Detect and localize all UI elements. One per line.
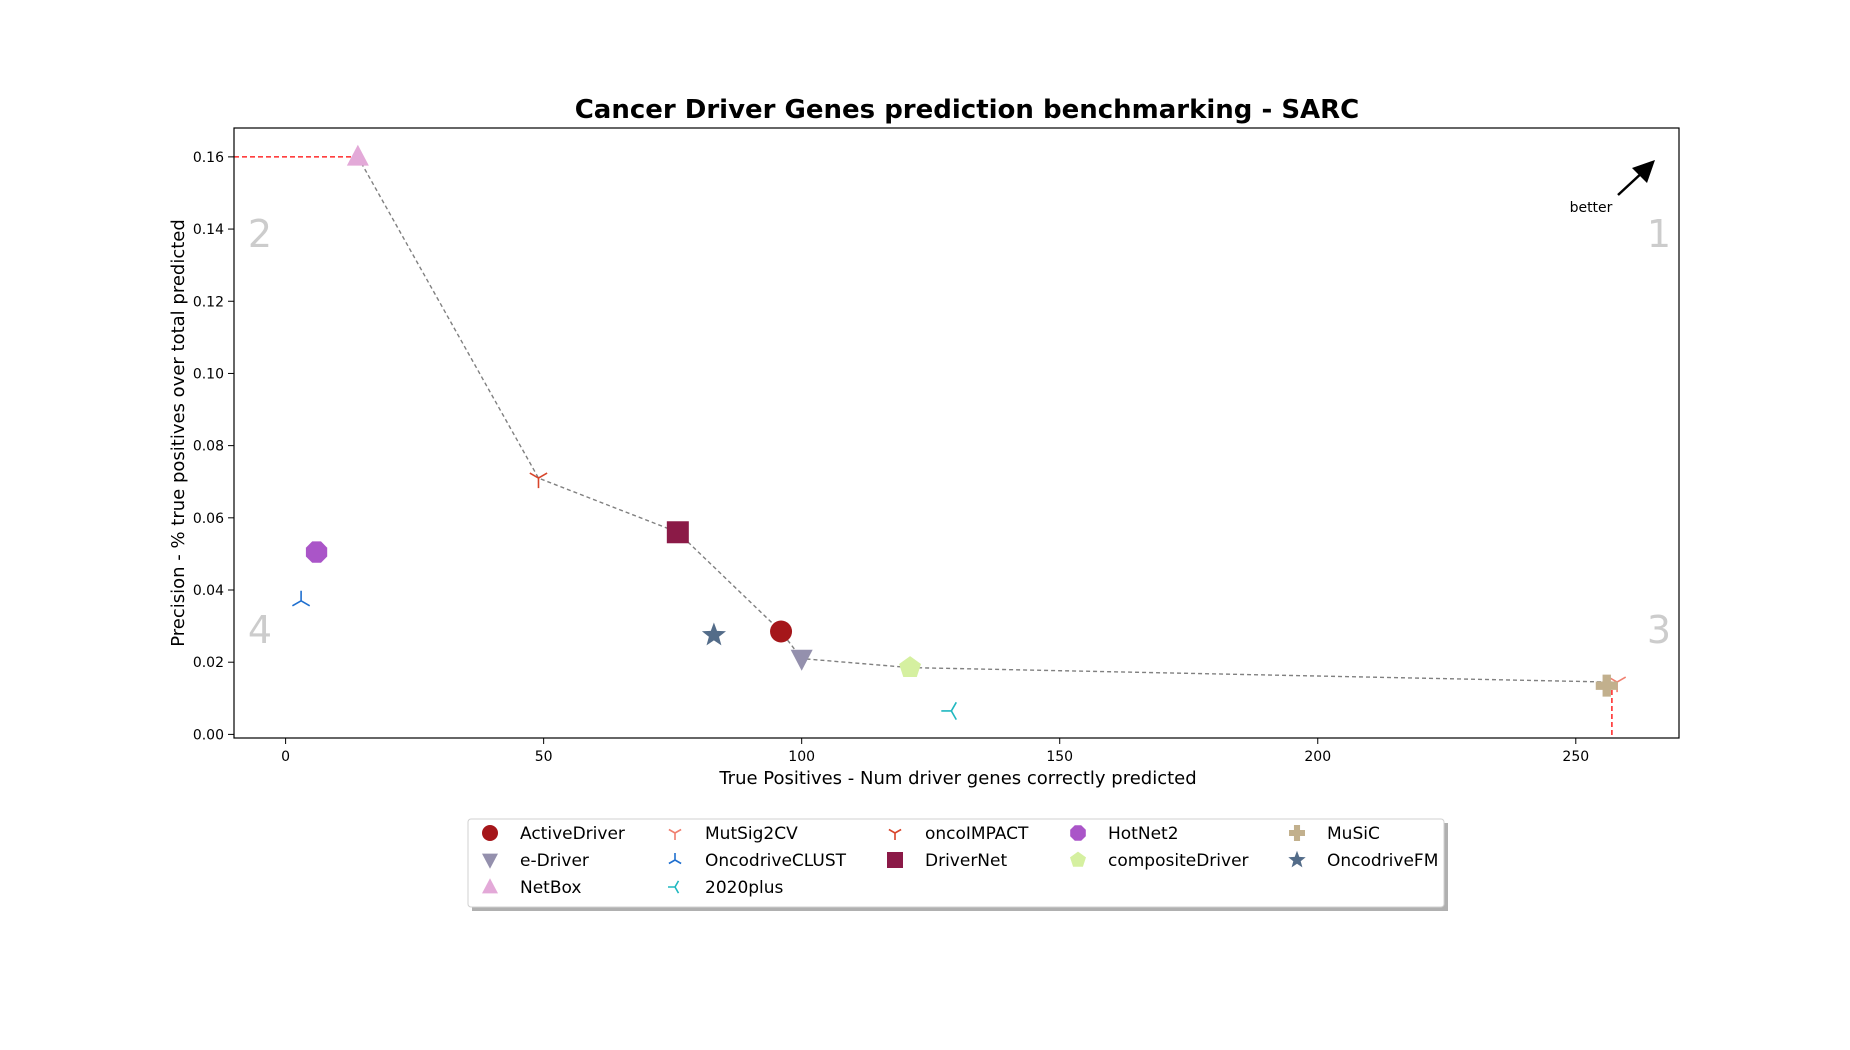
legend-marker-music — [1289, 825, 1305, 841]
legend-marker-mutsig2cv — [668, 828, 682, 840]
chart-title: Cancer Driver Genes prediction benchmark… — [575, 95, 1360, 125]
legend-label-hotnet2: HotNet2 — [1108, 824, 1179, 844]
legend: ActiveDriver e-Driver NetBox MutSig2CV Oncod… — [467, 818, 1448, 911]
y-tick-label: 0.12 — [193, 294, 224, 310]
legend-label-2020plus: 2020plus — [705, 878, 784, 898]
y-axis-label: Precision - % true positives over total … — [168, 219, 189, 647]
legend-box — [467, 818, 1445, 908]
y-tick-label: 0.16 — [193, 150, 224, 166]
legend-label-music: MuSiC — [1327, 824, 1380, 844]
point-2020plus — [941, 701, 957, 720]
x-tick-label: 200 — [1304, 749, 1331, 765]
point-activedriver — [770, 620, 793, 643]
y-tick-label: 0.10 — [193, 366, 224, 382]
x-axis-label: True Positives - Num driver genes correc… — [718, 768, 1196, 789]
y-tick-label: 0.00 — [193, 727, 224, 743]
x-tick-label: 150 — [1046, 749, 1073, 765]
point-drivernet — [666, 521, 689, 544]
legend-marker-netbox — [482, 878, 498, 894]
legend-marker-drivernet — [887, 852, 903, 868]
y-tick-label: 0.04 — [193, 583, 224, 599]
point-netbox — [346, 144, 369, 166]
legend-label-e-driver: e-Driver — [520, 851, 589, 871]
legend-label-oncodriveclust: OncodriveCLUST — [705, 851, 847, 871]
quadrant-label-3: 3 — [1647, 608, 1671, 652]
legend-label-netbox: NetBox — [520, 878, 581, 898]
point-compositedriver — [899, 656, 921, 677]
legend-label-activedriver: ActiveDriver — [520, 824, 625, 844]
point-music — [1595, 674, 1618, 697]
legend-marker-compositedriver — [1070, 851, 1086, 867]
point-e-driver — [790, 649, 813, 671]
legend-marker-oncodrivefm — [1288, 850, 1306, 868]
point-oncodrivefm — [701, 622, 726, 646]
legend-marker-hotnet2 — [1070, 825, 1086, 841]
y-tick-label: 0.06 — [193, 511, 224, 527]
legend-marker-2020plus — [668, 880, 680, 894]
point-oncodriveclust — [292, 590, 311, 607]
point-oncoimpact — [529, 472, 548, 489]
legend-marker-oncoimpact — [888, 828, 902, 840]
x-tick-label: 250 — [1562, 749, 1589, 765]
y-tick-label: 0.08 — [193, 439, 224, 455]
y-tick-label: 0.02 — [193, 655, 224, 671]
quadrant-label-1: 1 — [1647, 212, 1671, 256]
quadrant-labels: 1 2 3 4 — [248, 212, 1671, 652]
y-tick-label: 0.14 — [193, 222, 224, 238]
plot-frame — [233, 127, 1680, 739]
legend-marker-activedriver — [482, 825, 498, 841]
pareto-front-line — [357, 156, 1612, 683]
quadrant-label-4: 4 — [248, 608, 272, 652]
plot-area — [234, 144, 1627, 738]
x-tick-label: 50 — [535, 749, 553, 765]
x-tick-label: 0 — [281, 749, 290, 765]
better-label: better — [1570, 200, 1613, 216]
better-annotation: better — [1570, 160, 1655, 216]
quadrant-label-2: 2 — [248, 212, 272, 256]
x-tick-label: 100 — [788, 749, 815, 765]
legend-label-drivernet: DriverNet — [925, 851, 1007, 871]
legend-label-oncodrivefm: OncodriveFM — [1327, 851, 1438, 871]
legend-marker-oncodriveclust — [668, 853, 682, 865]
legend-label-compositedriver: compositeDriver — [1108, 851, 1249, 871]
better-arrow-head — [1632, 160, 1655, 183]
axes: 0 50 100 150 200 250 0.00 0.02 0.04 0.06 0.08 0.10 0… — [193, 127, 1680, 765]
legend-label-mutsig2cv: MutSig2CV — [705, 824, 798, 844]
legend-marker-e-driver — [482, 853, 498, 869]
legend-label-oncoimpact: oncoIMPACT — [925, 824, 1029, 844]
point-hotnet2 — [305, 541, 328, 563]
